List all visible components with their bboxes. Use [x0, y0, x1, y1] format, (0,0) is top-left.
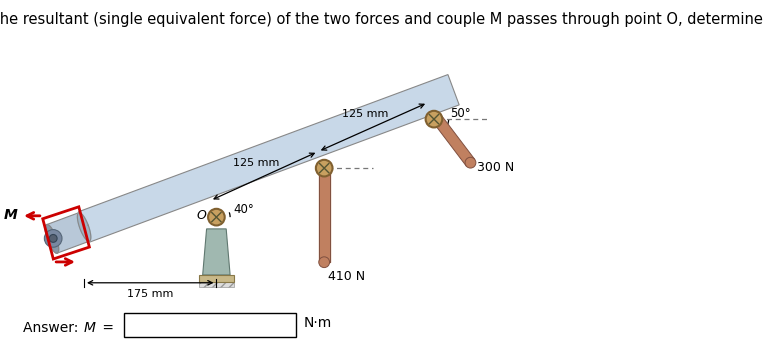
Text: 50°: 50° [451, 107, 471, 120]
Text: 125 mm: 125 mm [342, 109, 389, 119]
Text: O: O [197, 209, 207, 222]
Text: =: = [98, 321, 114, 335]
Circle shape [425, 111, 442, 127]
Text: 40°: 40° [233, 203, 254, 216]
Polygon shape [203, 229, 230, 275]
Polygon shape [77, 213, 91, 241]
Bar [199, 275, 234, 282]
Circle shape [319, 257, 330, 268]
Text: 410 N: 410 N [328, 270, 365, 283]
Circle shape [316, 160, 333, 177]
Circle shape [208, 209, 225, 225]
Circle shape [49, 235, 57, 242]
Polygon shape [45, 224, 59, 253]
Text: M: M [4, 208, 18, 222]
Text: Answer:: Answer: [23, 321, 83, 335]
Polygon shape [47, 213, 90, 253]
Text: M: M [84, 321, 96, 335]
Text: 175 mm: 175 mm [127, 289, 174, 299]
Circle shape [44, 230, 62, 247]
Text: 125 mm: 125 mm [233, 158, 279, 168]
Text: If the resultant (single equivalent force) of the two forces and couple M passes: If the resultant (single equivalent forc… [0, 12, 765, 27]
Text: 300 N: 300 N [477, 161, 514, 174]
Polygon shape [79, 75, 459, 242]
Text: N·m: N·m [304, 316, 332, 330]
FancyBboxPatch shape [124, 313, 296, 337]
Circle shape [465, 157, 476, 168]
Bar [199, 282, 234, 287]
Polygon shape [432, 114, 474, 166]
